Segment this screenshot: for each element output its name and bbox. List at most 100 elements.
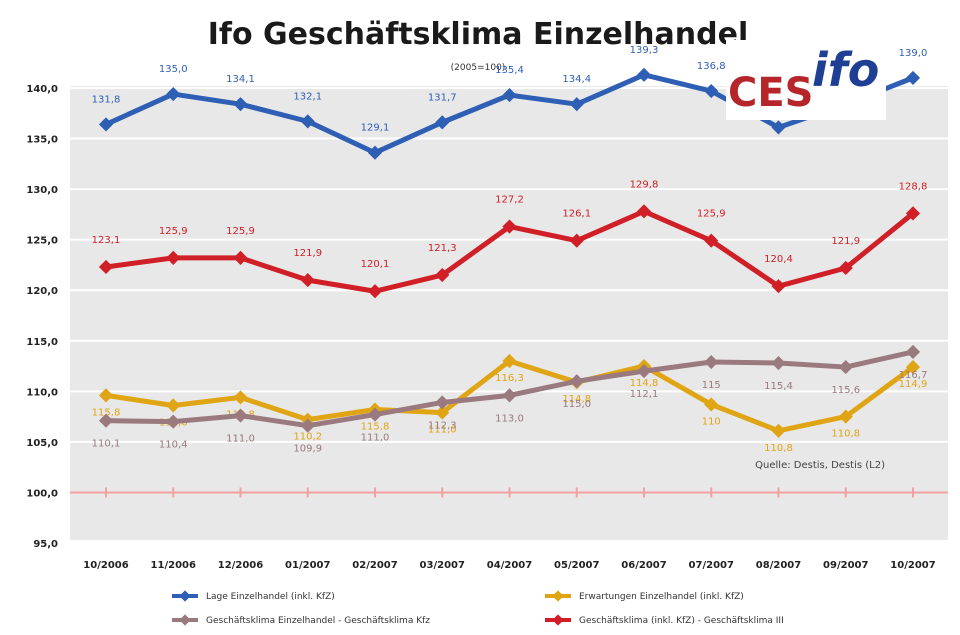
data-point <box>435 395 450 410</box>
data-label: 110,4 <box>159 440 188 451</box>
y-tick-label: 135,0 <box>26 135 58 146</box>
data-point <box>435 115 450 130</box>
data-label: 115,0 <box>562 399 591 410</box>
data-label: 131,8 <box>92 94 121 105</box>
data-label: 115,6 <box>831 385 860 396</box>
series-3: 110,1 110,4111,0109,9111,0112,3113,0115,0… <box>92 344 928 455</box>
data-point <box>905 206 921 221</box>
data-label: 115,8 <box>361 422 390 433</box>
data-point <box>98 413 114 428</box>
data-label: 121,9 <box>293 248 322 259</box>
series-0: 131,8 135,0 134,1 132,1 129,1 131,7 135,4 134,4… <box>92 45 927 160</box>
data-point <box>771 355 786 371</box>
data-point <box>367 407 383 422</box>
data-label: 115 <box>702 380 721 391</box>
y-tick-label: 140,0 <box>26 84 58 95</box>
data-label: 115,8 <box>92 407 121 418</box>
y-tick-label: 105,0 <box>26 438 58 449</box>
data-label: 111,0 <box>226 434 255 445</box>
data-label: 112,3 <box>428 420 457 431</box>
legend-item: Erwartungen Einzelhandel (inkl. KfZ) <box>545 590 744 602</box>
y-tick-label: 100,0 <box>26 488 58 499</box>
x-tick-label: 07/2007 <box>689 560 734 571</box>
data-label: 115,4 <box>764 381 793 392</box>
data-point <box>771 423 786 438</box>
data-label: 116,3 <box>495 373 524 384</box>
legend-label: Erwartungen Einzelhandel (inkl. KfZ) <box>579 592 744 602</box>
data-point <box>771 279 786 294</box>
data-point <box>502 388 517 403</box>
data-label: 125,9 <box>697 209 726 220</box>
data-point <box>435 267 450 283</box>
y-tick-label: 130,0 <box>26 185 58 196</box>
data-point <box>367 145 383 160</box>
legend-marker <box>179 614 191 626</box>
data-point <box>166 398 181 413</box>
x-tick-label: 09/2007 <box>823 560 868 571</box>
data-point <box>838 359 853 375</box>
data-point <box>569 374 584 389</box>
data-label: 123,1 <box>92 235 121 246</box>
reference-line <box>70 487 948 498</box>
data-label: 112,1 <box>630 389 659 400</box>
data-label: 120,4 <box>764 254 793 265</box>
data-point <box>704 354 719 370</box>
x-tick-label: 04/2007 <box>487 560 532 571</box>
chart-subtitle: (2005=100) <box>451 63 506 73</box>
data-point <box>367 284 383 299</box>
data-point <box>502 219 517 234</box>
logo-part-ces: CES <box>728 70 814 116</box>
data-point <box>905 359 921 375</box>
data-point <box>300 273 315 288</box>
data-label: 116,7 <box>899 370 928 381</box>
x-tick-label: 11/2006 <box>151 560 196 571</box>
data-label: 132,1 <box>293 91 322 102</box>
x-tick-label: 01/2007 <box>285 560 330 571</box>
legend-item: Geschäftsklima (inkl. KfZ) - Geschäftskl… <box>545 614 784 626</box>
data-label: 121,3 <box>428 243 457 254</box>
data-label: 109,9 <box>293 444 322 455</box>
data-label: 126,1 <box>562 209 591 220</box>
x-tick-label: 12/2006 <box>218 560 263 571</box>
data-point <box>636 204 652 219</box>
data-point <box>704 233 719 248</box>
x-tick-label: 03/2007 <box>420 560 465 571</box>
data-point <box>166 250 181 265</box>
cesifo-logo: CES ifo <box>726 40 886 120</box>
data-point <box>502 353 517 369</box>
data-label: 125,9 <box>226 226 255 237</box>
data-point <box>233 390 248 405</box>
data-label: 134,1 <box>226 74 255 85</box>
data-label: 110,1 <box>92 439 121 450</box>
data-point <box>300 114 315 129</box>
logo-part-ifo: ifo <box>812 43 879 97</box>
data-point <box>838 260 853 276</box>
legend-marker <box>552 614 564 626</box>
data-point <box>838 409 853 424</box>
data-point <box>704 83 719 99</box>
data-label: 114,8 <box>562 394 591 405</box>
data-label: 113,0 <box>495 413 524 424</box>
data-point <box>569 97 584 112</box>
y-tick-label: 120,0 <box>26 286 58 297</box>
y-tick-label: 110,0 <box>26 387 58 398</box>
y-tick-label: 115,0 <box>26 337 58 348</box>
data-label: 139,3 <box>630 45 659 56</box>
y-axis-ticks: 95,0 100,0 105,0 110,0 115,0 120,0 125,0 130,0 1… <box>26 84 58 550</box>
legend-item: Geschäftsklima Einzelhandel - Geschäftsk… <box>172 614 430 626</box>
data-point <box>569 233 584 248</box>
legend-marker <box>552 590 564 602</box>
data-point <box>233 408 248 423</box>
legend-marker <box>179 590 191 602</box>
data-point <box>905 70 921 85</box>
x-tick-label: 06/2007 <box>621 560 666 571</box>
data-label: 121,9 <box>831 236 860 247</box>
source-note: Quelle: Destis, Destis (L2) <box>755 460 885 471</box>
data-label: 136,8 <box>697 61 726 72</box>
data-point <box>166 414 181 429</box>
data-point <box>435 405 450 420</box>
data-label: 134,4 <box>562 74 591 85</box>
data-label: 135,4 <box>495 65 524 76</box>
data-label: 120,1 <box>361 259 390 270</box>
